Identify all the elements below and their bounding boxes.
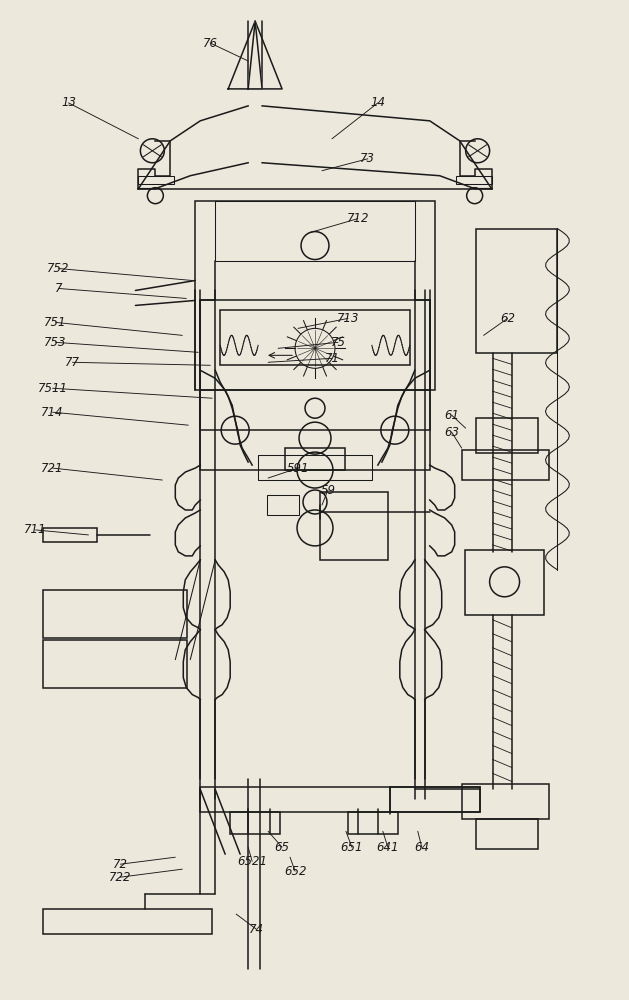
Bar [220, 310, 409, 365]
Bar [195, 201, 435, 390]
Text: 721: 721 [42, 462, 64, 475]
Text: 7511: 7511 [38, 382, 67, 395]
Text: 652: 652 [284, 865, 306, 878]
Text: 72: 72 [113, 858, 128, 871]
Text: 13: 13 [61, 96, 76, 109]
Bar [462, 784, 550, 819]
Bar [348, 812, 398, 834]
Text: 752: 752 [47, 262, 70, 275]
Bar [200, 390, 430, 470]
Bar [476, 229, 557, 353]
Bar [138, 176, 174, 184]
Polygon shape [228, 21, 282, 89]
Text: 75: 75 [330, 336, 345, 349]
Bar [390, 787, 480, 812]
Text: 722: 722 [109, 871, 131, 884]
Text: 77: 77 [65, 356, 80, 369]
Text: 74: 74 [248, 923, 264, 936]
Text: 73: 73 [360, 152, 376, 165]
Bar [43, 528, 97, 542]
Bar [285, 448, 345, 470]
Bar [258, 455, 372, 480]
Bar [200, 787, 480, 812]
Bar [215, 201, 415, 261]
Bar [230, 812, 280, 834]
Text: 71: 71 [325, 352, 340, 365]
Bar [267, 495, 299, 515]
Text: 6521: 6521 [237, 855, 267, 868]
Bar [462, 450, 550, 480]
Text: 591: 591 [287, 462, 309, 475]
Bar [43, 909, 212, 934]
Bar [43, 640, 187, 688]
Text: 751: 751 [44, 316, 67, 329]
Text: 76: 76 [203, 37, 218, 50]
Bar [455, 176, 492, 184]
Text: 14: 14 [370, 96, 386, 109]
Text: 753: 753 [44, 336, 67, 349]
Polygon shape [248, 21, 262, 89]
Text: 711: 711 [25, 523, 47, 536]
Bar [476, 418, 538, 453]
Bar [476, 819, 538, 849]
Text: 712: 712 [347, 212, 369, 225]
Text: 62: 62 [500, 312, 515, 325]
Bar [200, 300, 430, 430]
Text: 65: 65 [275, 841, 289, 854]
Bar [43, 590, 187, 638]
Bar [465, 550, 545, 615]
Text: 714: 714 [42, 406, 64, 419]
Text: 7: 7 [55, 282, 62, 295]
Text: 713: 713 [337, 312, 359, 325]
Text: 64: 64 [415, 841, 429, 854]
Text: 61: 61 [444, 409, 459, 422]
Text: 59: 59 [320, 484, 335, 497]
Bar [320, 492, 388, 560]
Text: 651: 651 [341, 841, 363, 854]
Text: 641: 641 [377, 841, 399, 854]
Text: 63: 63 [444, 426, 459, 439]
